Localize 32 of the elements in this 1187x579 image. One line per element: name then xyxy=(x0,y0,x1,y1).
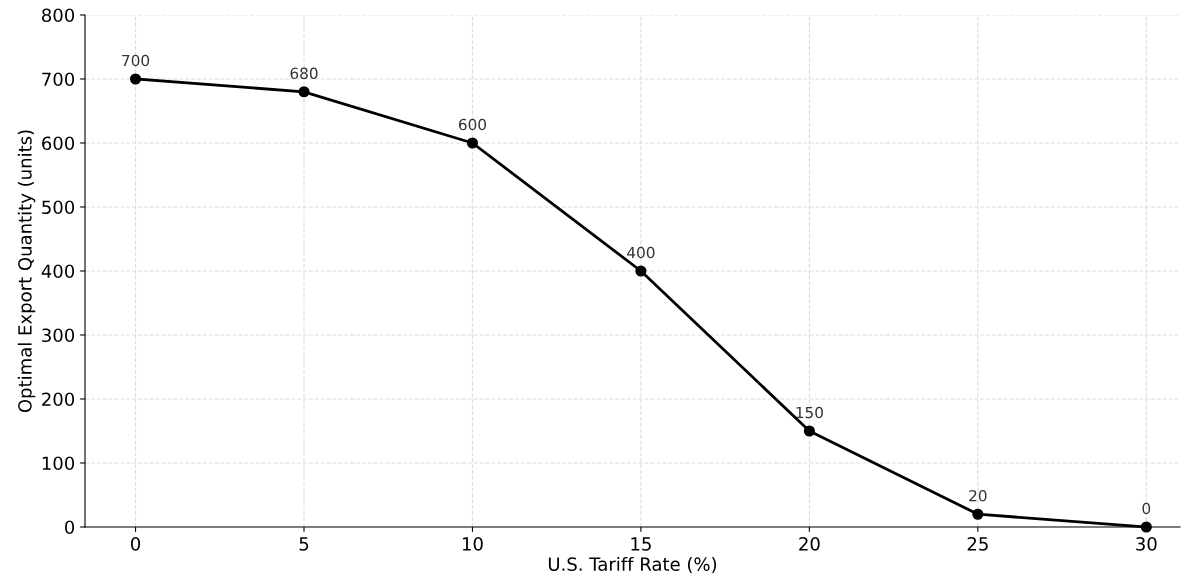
point xyxy=(1140,521,1152,533)
point xyxy=(129,73,142,85)
y-tick-label: 400 xyxy=(41,264,75,279)
x-tick-label: 30 xyxy=(1136,537,1157,551)
y-tick-label: 500 xyxy=(42,200,75,215)
data-label: 700 xyxy=(122,54,150,67)
data-label: 680 xyxy=(290,67,318,80)
x-tick-label: 25 xyxy=(967,537,988,551)
point xyxy=(466,137,479,149)
y-tick-label: 600 xyxy=(42,136,75,151)
x-tick-label: 0 xyxy=(130,537,141,551)
x-tick-label: 15 xyxy=(631,537,651,551)
y-tick-label: 0 xyxy=(64,520,75,535)
data-label: 600 xyxy=(458,118,487,131)
point xyxy=(803,425,815,437)
y-tick-label: 700 xyxy=(42,72,75,87)
data-label: 20 xyxy=(969,489,987,502)
point xyxy=(635,265,647,277)
x-tick-label: 20 xyxy=(799,537,820,551)
point xyxy=(972,508,984,520)
x-axis-title: U.S. Tariff Rate (%) xyxy=(548,556,717,574)
x-tick-label: 10 xyxy=(462,537,483,551)
y-tick-label: 300 xyxy=(42,328,75,343)
y-tick-label: 800 xyxy=(42,8,75,23)
data-label: 400 xyxy=(627,246,655,259)
data-label: 0 xyxy=(1142,502,1151,515)
x-tick-label: 5 xyxy=(299,537,309,551)
y-axis-title: Optimal Export Quantity (units) xyxy=(17,130,36,413)
y-tick-label: 100 xyxy=(42,456,75,471)
point xyxy=(298,86,310,98)
y-tick-label: 200 xyxy=(42,392,75,407)
data-label: 150 xyxy=(796,406,823,419)
